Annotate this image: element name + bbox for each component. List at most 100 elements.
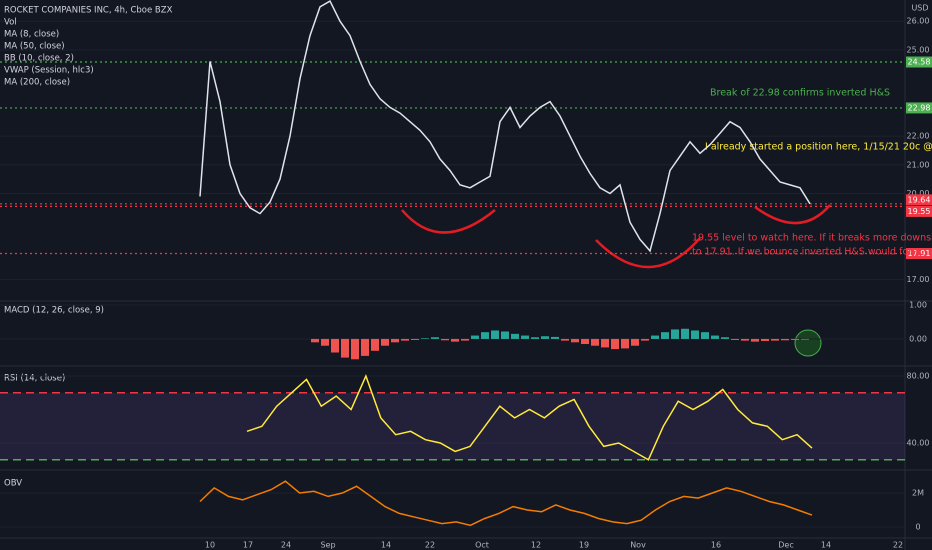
histogram-bar bbox=[511, 333, 519, 339]
histogram-bar bbox=[641, 338, 649, 341]
y-tick-label: 26.00 bbox=[907, 17, 930, 26]
histogram-bar bbox=[631, 338, 639, 346]
series-line bbox=[199, 480, 813, 527]
histogram-bar bbox=[791, 338, 799, 340]
x-tick-label: 22 bbox=[425, 541, 435, 550]
histogram-bar bbox=[681, 328, 689, 339]
pane-title: OBV bbox=[4, 479, 22, 489]
y-tick-label: 0.00 bbox=[909, 334, 927, 343]
histogram-bar bbox=[661, 332, 669, 339]
y-tick-label: 22.00 bbox=[907, 132, 930, 141]
price-label-bg bbox=[906, 56, 932, 68]
histogram-bar bbox=[311, 338, 319, 343]
y-tick-label: 2M bbox=[912, 489, 924, 498]
histogram-bar bbox=[571, 338, 579, 343]
indicator-legend: BB (10, close, 2) bbox=[4, 54, 74, 64]
x-tick-label: Dec bbox=[778, 541, 793, 550]
x-tick-label: 10 bbox=[205, 541, 215, 550]
y-tick-label: 20.00 bbox=[907, 189, 930, 198]
histogram-bar bbox=[781, 338, 789, 341]
annotation: 19.55 level to watch here. If it breaks … bbox=[692, 233, 932, 244]
indicator-legend: MA (8, close) bbox=[4, 30, 59, 40]
histogram-bar bbox=[751, 338, 759, 342]
histogram-bar bbox=[481, 332, 489, 339]
y-tick-label: 0 bbox=[915, 522, 920, 531]
histogram-bar bbox=[741, 338, 749, 341]
x-tick-label: 12 bbox=[531, 541, 541, 550]
histogram-bar bbox=[501, 331, 509, 339]
histogram-bar bbox=[761, 338, 769, 341]
price-label-bg bbox=[906, 205, 932, 217]
annotation: Break of 22.98 confirms inverted H&S bbox=[710, 88, 890, 99]
histogram-bar bbox=[591, 338, 599, 346]
indicator-legend: MA (50, close) bbox=[4, 42, 65, 52]
histogram-bar bbox=[671, 329, 679, 339]
histogram-bar bbox=[611, 338, 619, 350]
price-label: 22.98 bbox=[908, 103, 931, 112]
histogram-bar bbox=[451, 338, 459, 342]
histogram-bar bbox=[321, 338, 329, 346]
histogram-bar bbox=[391, 338, 399, 343]
x-tick-label: Nov bbox=[630, 541, 646, 550]
histogram-bar bbox=[401, 338, 409, 341]
x-tick-label: 16 bbox=[711, 541, 721, 550]
histogram-bar bbox=[551, 336, 559, 339]
histogram-bar bbox=[601, 338, 609, 348]
histogram-bar bbox=[721, 337, 729, 339]
symbol-title: ROCKET COMPANIES INC, 4h, Cboe BZX bbox=[4, 6, 173, 16]
y-tick-label: 40.00 bbox=[907, 439, 930, 448]
histogram-bar bbox=[581, 338, 589, 345]
indicator-legend: VWAP (Session, hlc3) bbox=[4, 66, 94, 76]
histogram-bar bbox=[731, 338, 739, 340]
head-shoulders-arcs bbox=[401, 204, 831, 269]
histogram-bar bbox=[701, 332, 709, 339]
price-label: 19.64 bbox=[908, 195, 931, 204]
price-group bbox=[199, 0, 811, 253]
pane-title: MACD (12, 26, close, 9) bbox=[4, 306, 104, 316]
histogram-bar bbox=[471, 335, 479, 339]
histogram-bar bbox=[491, 330, 499, 339]
y-tick-label: 1.00 bbox=[909, 301, 927, 310]
histogram-bar bbox=[561, 338, 569, 341]
histogram-bar bbox=[771, 338, 779, 341]
price-label-bg bbox=[906, 247, 932, 259]
indicator-legend: Vol bbox=[4, 18, 17, 28]
histogram-bar bbox=[361, 338, 369, 356]
indicator-legend: MA (200, close) bbox=[4, 78, 70, 88]
price-label-bg bbox=[906, 102, 932, 114]
histogram-bar bbox=[531, 337, 539, 339]
histogram-bar bbox=[341, 338, 349, 358]
histogram-bar bbox=[421, 338, 429, 339]
price-label: 17.91 bbox=[908, 249, 931, 258]
annotation: to 17.91. If we bounce inverted H&S woul… bbox=[692, 247, 924, 258]
histogram-bar bbox=[411, 338, 419, 340]
series-line bbox=[246, 373, 813, 461]
x-tick-label: 14 bbox=[821, 541, 831, 550]
x-tick-label: 19 bbox=[579, 541, 589, 550]
histogram-bar bbox=[521, 335, 529, 339]
histogram-bar bbox=[441, 338, 449, 341]
x-tick-label: 22 bbox=[893, 541, 903, 550]
histogram-bar bbox=[461, 338, 469, 341]
y-tick-label: 21.00 bbox=[907, 160, 930, 169]
histogram-bar bbox=[651, 335, 659, 339]
histogram-bar bbox=[691, 330, 699, 339]
y-tick-label: 17.00 bbox=[907, 275, 930, 284]
histogram-bar bbox=[331, 338, 339, 353]
histogram-bar bbox=[351, 338, 359, 360]
y-tick-label: 80.00 bbox=[907, 372, 930, 381]
histogram-bar bbox=[711, 335, 719, 339]
price-label-bg bbox=[906, 194, 932, 206]
annotation: I already started a position here, 1/15/… bbox=[705, 142, 932, 153]
price-label: 19.55 bbox=[908, 207, 931, 216]
x-tick-label: Sep bbox=[320, 541, 335, 550]
histogram-bar bbox=[431, 337, 439, 339]
histogram-bar bbox=[371, 338, 379, 351]
histogram-bar bbox=[381, 338, 389, 346]
highlight-circle bbox=[794, 329, 822, 357]
x-tick-label: 14 bbox=[381, 541, 391, 550]
